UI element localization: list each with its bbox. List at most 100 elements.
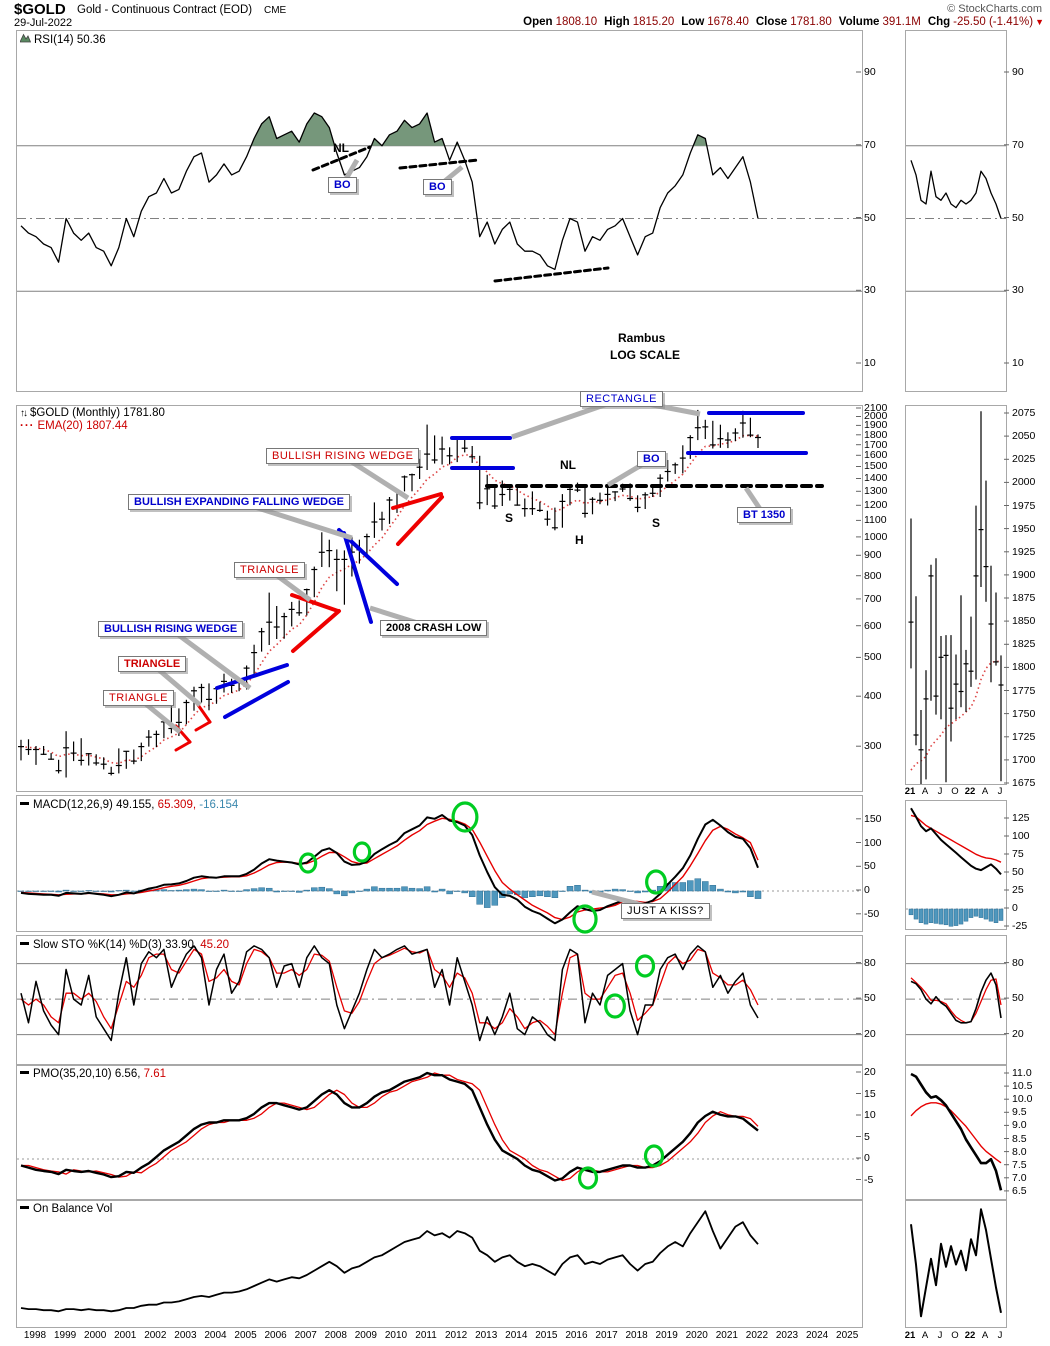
chart-date: 29-Jul-2022 (14, 17, 73, 29)
macd-main-panel (16, 795, 863, 932)
pmo-mini-line (910, 1072, 1003, 1191)
hist-bar (988, 908, 994, 922)
x-axis-year-label: 2022 (745, 1330, 769, 1341)
y-axis-tick-label: 1950 (1012, 522, 1036, 535)
hist-bar (55, 890, 62, 893)
y-axis-tick-label: 70 (1012, 138, 1024, 151)
y-axis-tick-label: 700 (864, 592, 882, 605)
rsi-legend: RSI(14) 50.36 (19, 33, 106, 46)
quote-value: 1808.10 (555, 16, 598, 28)
pmo-main-panel (16, 1065, 863, 1200)
hist-bar (25, 890, 32, 892)
macd-main-panel-svg (17, 814, 862, 925)
hist-bar (566, 886, 574, 892)
x-axis-year-label: 2015 (535, 1330, 558, 1341)
price-legend-text: $GOLD (Monthly) 1781.80 (30, 407, 165, 419)
hist-bar (506, 890, 514, 895)
hist-bar (918, 908, 924, 923)
hist-bar (431, 890, 438, 893)
hist-bar (175, 889, 183, 892)
y-axis-tick-label: 25 (1012, 884, 1024, 896)
macd-signal-value: 65.309, (157, 799, 197, 811)
obv-mini-line (910, 1208, 1002, 1318)
y-axis-tick-label: 50 (864, 860, 876, 873)
y-axis-tick-label: 1400 (864, 472, 888, 485)
hist-bar (702, 881, 709, 892)
hist-bar (928, 908, 934, 923)
hist-bar (416, 888, 423, 892)
y-axis-tick-label: 150 (864, 812, 882, 825)
y-axis-tick-label: 300 (864, 740, 882, 753)
hist-bar (461, 890, 468, 894)
annotation-callout: TRIANGLE (118, 656, 187, 672)
y-axis-tick-label: 10.5 (1012, 1080, 1033, 1093)
y-axis-tick-label: 1700 (1012, 753, 1036, 766)
hist-bar (130, 890, 138, 892)
hist-bar (529, 890, 536, 897)
y-axis-tick-label: 90 (864, 66, 876, 78)
rsi-main-panel (16, 30, 863, 392)
hist-bar (265, 887, 273, 892)
sto-k-value: 33.90, (165, 939, 198, 951)
x-axis-year-label: 2010 (384, 1330, 408, 1341)
x-axis-month-label: J (937, 786, 943, 797)
y-axis-tick-label: 5 (864, 1130, 870, 1143)
sto-mini-panel-svg (906, 963, 1006, 1036)
y-axis-tick-label: 2050 (1012, 430, 1036, 443)
hist-bar (205, 890, 213, 892)
x-axis-month-label: 21 (904, 786, 916, 797)
hist-bar (963, 908, 969, 922)
hist-bar (220, 889, 228, 892)
ema20-line (20, 434, 759, 765)
pmo-mini-panel-svg (910, 1072, 1003, 1191)
y-axis-tick-label: 1500 (864, 460, 888, 473)
sto-main-panel (16, 935, 863, 1065)
hist-bar (70, 890, 77, 892)
hist-bar (913, 908, 919, 920)
y-axis-tick-label: 2075 (1012, 407, 1036, 419)
price-mini-bars (908, 411, 1004, 784)
rsi-mini-panel-svg (906, 145, 1006, 292)
annotation-callout: JUST A KISS? (621, 903, 710, 919)
x-axis-month-label: 22 (964, 1330, 976, 1341)
chart-text-label: NL (560, 458, 576, 472)
hist-bar (619, 889, 626, 892)
pmo-main-panel-svg (17, 1071, 862, 1182)
y-axis-tick-label: 50 (1012, 866, 1024, 878)
obv-main-panel-svg (20, 1210, 759, 1313)
y-axis-tick-label: 1975 (1012, 499, 1036, 512)
hist-bar (923, 908, 929, 925)
pmo-legend-name: PMO(35,20,10) (33, 1068, 112, 1080)
hist-bar (717, 888, 724, 892)
hist-bar (694, 878, 702, 892)
rsi-overbought-fill (371, 113, 445, 146)
y-axis-tick-label: 2000 (1012, 476, 1036, 489)
x-axis-year-label: 2025 (836, 1330, 859, 1341)
hist-bar (295, 890, 303, 893)
quote-value: 1678.40 (707, 16, 749, 28)
y-axis-tick-label: 50 (864, 211, 876, 224)
hist-bar (47, 890, 55, 892)
hist-bar (258, 887, 265, 892)
quote-value: 1781.80 (790, 16, 832, 28)
sto-mini-k (910, 972, 1002, 1024)
hist-bar (326, 888, 333, 892)
y-axis-tick-label: 8.0 (1012, 1145, 1027, 1158)
chart-text-label: S (505, 511, 514, 525)
x-axis-month-label: J (997, 786, 1003, 797)
hist-bar (303, 889, 311, 892)
y-axis-tick-label: 400 (864, 690, 882, 703)
hist-bar (423, 886, 431, 892)
change-down-triangle-icon: ▼ (1035, 17, 1044, 27)
x-axis-month-label: A (921, 1330, 929, 1341)
x-axis-year-label: 2021 (715, 1330, 738, 1341)
x-axis-year-label: 2011 (415, 1330, 437, 1341)
y-axis-tick-label: 100 (1012, 830, 1030, 842)
y-axis-tick-label: 70 (864, 138, 876, 151)
annotation-callout: BULLISH RISING WEDGE (266, 448, 420, 464)
quote-label: Chg (927, 16, 951, 28)
copyright-link[interactable]: © StockCharts.com (947, 3, 1042, 15)
chart-text-label: LOG SCALE (610, 348, 681, 362)
line-swatch-icon (20, 802, 29, 805)
ema-legend: ··· EMA(20) 1807.44 (20, 420, 128, 432)
